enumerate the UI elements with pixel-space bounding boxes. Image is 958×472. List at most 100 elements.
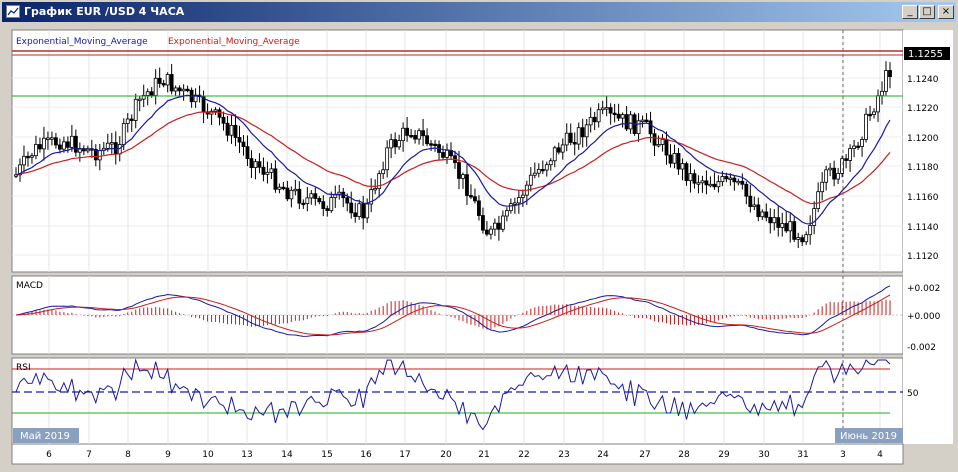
candle-body [564, 132, 569, 146]
candle-body [129, 118, 134, 121]
candle-body [532, 172, 537, 176]
candle-body [313, 193, 318, 199]
date-label: 6 [46, 450, 52, 460]
candle-body [293, 188, 298, 192]
candle-body [445, 149, 449, 158]
candle-body [652, 133, 657, 146]
minimize-button[interactable]: _ [902, 5, 918, 19]
candle-body [648, 120, 653, 135]
macd-axis-top: +0.002 [907, 284, 940, 294]
candle-body [353, 212, 358, 217]
candle-body [496, 222, 501, 230]
price-tick-label: 1.1160 [907, 193, 939, 203]
date-label: 7 [86, 450, 92, 460]
candle-body [477, 200, 481, 216]
price-tick-label: 1.1120 [907, 252, 939, 262]
candle-body [157, 77, 162, 84]
candle-body [840, 158, 845, 174]
candle-body [325, 208, 330, 211]
price-tick-label: 1.1220 [907, 104, 939, 114]
candle-body [764, 211, 769, 218]
month-label-may: Май 2019 [20, 431, 70, 442]
candle-body [381, 169, 386, 175]
title-bar[interactable]: График EUR /USD 4 ЧАСА _ □ × [2, 2, 956, 22]
candle-body [876, 95, 880, 113]
candle-body [816, 191, 821, 209]
candle-body [744, 183, 749, 197]
date-label: 20 [440, 450, 452, 460]
candle-body [788, 221, 793, 232]
candle-body [860, 139, 864, 147]
candle-body [281, 186, 286, 190]
candle-body [604, 107, 609, 110]
current-price-label: 1.1255 [908, 49, 943, 60]
maximize-button[interactable]: □ [919, 5, 935, 19]
candle-body [636, 120, 641, 134]
candle-body [50, 137, 54, 140]
candle-body [872, 111, 876, 116]
candle-body [345, 197, 350, 204]
candle-body [848, 148, 852, 161]
candle-body [177, 87, 182, 92]
date-label: 30 [758, 450, 770, 460]
candle-body [493, 222, 497, 230]
candle-body [832, 167, 837, 180]
candle-body [337, 191, 342, 196]
candle-body [97, 149, 102, 161]
candle-body [728, 177, 733, 180]
candle-body [580, 127, 585, 138]
candle-body [105, 142, 110, 149]
candle-body [193, 94, 198, 103]
price-panel [11, 29, 904, 273]
candle-body [588, 116, 593, 126]
candle-body [333, 194, 338, 198]
ema-fast-line [15, 94, 891, 225]
candle-body [552, 147, 557, 162]
candle-body [712, 183, 717, 188]
candle-body [73, 135, 78, 153]
candle-body [421, 130, 425, 137]
candle-body [676, 153, 681, 170]
candle-body [329, 197, 334, 211]
chart-icon [6, 5, 20, 18]
price-tick-label: 1.1180 [907, 163, 939, 173]
candle-body [317, 198, 322, 203]
date-label: 13 [241, 450, 252, 460]
rsi-axis-50: 50 [907, 389, 919, 399]
candle-body [125, 118, 130, 124]
candle-body [245, 146, 250, 160]
candle-body [540, 168, 545, 172]
candle-body [113, 142, 118, 155]
candle-body [265, 171, 270, 175]
candle-body [417, 130, 421, 140]
candle-body [273, 168, 278, 190]
candle-body [844, 158, 849, 161]
candle-body [93, 148, 98, 161]
date-label: 14 [281, 450, 293, 460]
candle-body [516, 197, 521, 204]
candle-body [792, 221, 797, 240]
candle-body [672, 153, 677, 164]
price-tick-label: 1.1140 [907, 223, 939, 233]
current-price-badge [904, 47, 950, 60]
candle-body [165, 74, 170, 86]
candle-body [608, 107, 613, 114]
candle-body [229, 124, 234, 136]
candle-body [820, 181, 825, 193]
candle-body [405, 127, 410, 136]
candle-body [457, 162, 461, 179]
macd-plot [12, 285, 903, 337]
candle-body [149, 91, 154, 96]
price-tick-label: 1.1200 [907, 134, 939, 144]
candle-body [868, 113, 872, 117]
candle-body [233, 124, 238, 138]
candle-body [784, 223, 789, 232]
close-button[interactable]: × [938, 5, 954, 19]
candle-body [429, 143, 433, 146]
candle-body [808, 225, 813, 236]
candle-body [413, 135, 417, 140]
candle-body [644, 119, 649, 122]
candle-body [864, 113, 868, 140]
